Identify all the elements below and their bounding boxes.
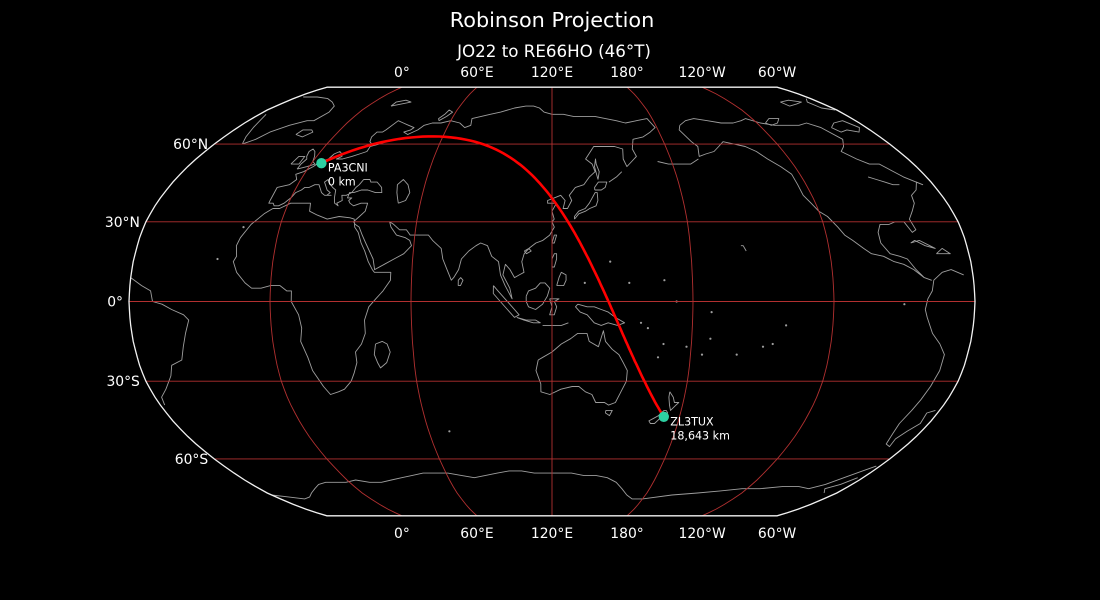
great-circle-path (320, 135, 666, 419)
marker-callsign-label: PA3CNI (328, 162, 368, 175)
island-dot (903, 303, 906, 306)
longitude-label: 120°E (531, 526, 573, 542)
latitude-label: 60°N (173, 137, 208, 153)
latitude-label: 30°N (105, 215, 140, 231)
figure-title: Robinson Projection (449, 8, 655, 32)
coastlines (130, 96, 964, 500)
island-dot (710, 311, 713, 314)
marker-callsign-label: ZL3TUX (670, 415, 714, 428)
island-dot (646, 327, 650, 330)
longitude-label: 120°E (531, 65, 573, 81)
graticule (129, 86, 975, 517)
island-dot (685, 345, 688, 348)
longitude-label: 60°W (758, 65, 797, 81)
island-dot (771, 342, 774, 346)
marker-distance-label: 18,643 km (670, 429, 730, 442)
island-dot (583, 281, 586, 284)
longitude-label: 120°W (678, 65, 725, 81)
longitude-label: 180° (610, 65, 643, 81)
latitude-label: 0° (107, 295, 123, 311)
island-dot (709, 337, 712, 340)
island-dot (662, 342, 665, 346)
island-dot (628, 281, 631, 284)
marker-from (316, 158, 327, 169)
longitude-label: 0° (394, 65, 410, 81)
figure-subtitle: JO22 to RE66HO (46°T) (457, 41, 651, 61)
latitude-label: 30°S (106, 374, 140, 390)
island-dot (448, 430, 451, 433)
longitude-label: 60°E (460, 526, 493, 542)
map-boundary (128, 86, 976, 517)
island-dot (639, 321, 643, 324)
marker-distance-label: 0 km (328, 176, 356, 189)
island-dot (785, 324, 788, 327)
island-dot (663, 279, 666, 282)
island-dot (735, 353, 738, 356)
longitude-label: 60°W (758, 526, 797, 542)
island-dot (656, 356, 660, 359)
island-dot (216, 257, 219, 261)
island-dot (609, 260, 612, 263)
marker-to (658, 411, 669, 422)
longitude-label: 180° (610, 526, 643, 542)
longitude-label: 60°E (460, 65, 493, 81)
longitude-label: 120°W (678, 526, 725, 542)
island-dot (242, 226, 245, 229)
graticule-lines (129, 86, 975, 517)
latitude-label: 60°S (175, 452, 209, 468)
longitude-label: 0° (394, 526, 410, 542)
island-dot (700, 353, 704, 356)
island-dot (761, 345, 765, 348)
